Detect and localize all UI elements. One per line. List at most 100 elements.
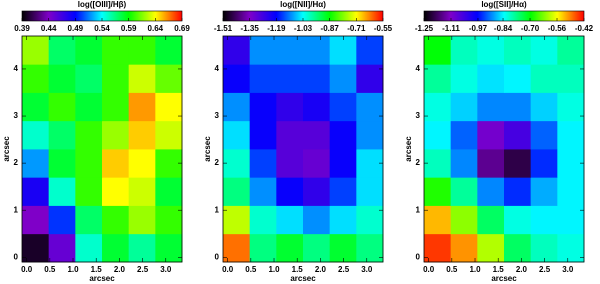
- heatmap-cell: [477, 233, 505, 263]
- plot-frame: [423, 35, 585, 263]
- heatmap-cell: [75, 36, 103, 65]
- x-axis-label: arcsec: [290, 274, 316, 283]
- heatmap-cell: [48, 36, 76, 65]
- heatmap-cell: [424, 120, 452, 150]
- heatmap-cell: [450, 92, 478, 122]
- heatmap-cell: [48, 233, 76, 263]
- heatmap-cell: [504, 64, 532, 93]
- y-tick-label: 3: [416, 111, 421, 120]
- heatmap-cell: [504, 233, 532, 263]
- heatmap-cell: [557, 177, 585, 206]
- heatmap-cell: [450, 120, 478, 150]
- heatmap-cell: [424, 64, 452, 93]
- x-tick-label: 0.0: [21, 265, 33, 274]
- heatmap-cell: [504, 205, 532, 235]
- heatmap-cell: [530, 64, 558, 93]
- x-tick-label: 1.5: [292, 265, 304, 274]
- x-tick-label: 2.0: [114, 265, 126, 274]
- heatmap-cell: [276, 64, 304, 93]
- heatmap-cell: [22, 177, 50, 206]
- heatmap-cell: [249, 64, 277, 93]
- heatmap-cell: [504, 149, 532, 178]
- heatmap-cell: [223, 177, 251, 206]
- heatmap-cell: [303, 64, 331, 93]
- x-tick-label: 3.0: [562, 265, 574, 274]
- heatmap-cell: [155, 149, 183, 178]
- heatmap-cell: [303, 149, 331, 178]
- heatmap-cell: [276, 120, 304, 150]
- heatmap-cell: [329, 177, 357, 206]
- y-axis-label: arcsec: [404, 136, 413, 162]
- heatmap-cell: [303, 177, 331, 206]
- heatmap-cell: [477, 36, 505, 65]
- heatmap-cell: [249, 120, 277, 150]
- heatmap-cell: [329, 233, 357, 263]
- x-tick-label: 1.0: [268, 265, 280, 274]
- colorbar-tick-label: -1.11: [442, 24, 460, 33]
- heatmap-cell: [128, 92, 156, 122]
- heatmap-cell: [356, 92, 384, 122]
- heatmap-cell: [329, 205, 357, 235]
- heatmap-cell: [450, 205, 478, 235]
- heatmap-cell: [477, 177, 505, 206]
- heatmap-cell: [102, 177, 130, 206]
- colorbar-tick-label: 0.49: [68, 24, 84, 33]
- y-tick-label: 1: [416, 205, 421, 214]
- heatmap-cell: [530, 36, 558, 65]
- colorbar-tick-label: -0.71: [347, 24, 366, 33]
- heatmap-cell: [22, 205, 50, 235]
- heatmap-cell: [477, 149, 505, 178]
- colorbar-tick-label: -0.42: [575, 24, 594, 33]
- y-tick-label: 4: [14, 64, 19, 73]
- heatmap-cell: [128, 149, 156, 178]
- heatmap-cell: [75, 233, 103, 263]
- heatmap-cell: [223, 64, 251, 93]
- heatmap-cell: [249, 233, 277, 263]
- x-tick-label: 0.5: [245, 265, 257, 274]
- heatmap-cell: [223, 36, 251, 65]
- heatmap-cell: [303, 120, 331, 150]
- heatmap-cell: [424, 177, 452, 206]
- colorbar-tick-label: 0.44: [41, 24, 57, 33]
- heatmap-cell: [504, 120, 532, 150]
- y-tick-label: 2: [416, 158, 421, 167]
- heatmap-cell: [450, 36, 478, 65]
- heatmap-cell: [155, 120, 183, 150]
- heatmap-cell: [530, 177, 558, 206]
- x-tick-label: 1.0: [469, 265, 481, 274]
- heatmap-cell: [223, 233, 251, 263]
- heatmap-cell: [504, 92, 532, 122]
- heatmap-cell: [557, 120, 585, 150]
- heatmap-cell: [530, 205, 558, 235]
- heatmap-cell: [75, 177, 103, 206]
- heatmap-cell: [75, 64, 103, 93]
- heatmap-cell: [557, 36, 585, 65]
- heatmap-cell: [557, 92, 585, 122]
- x-tick-label: 2.5: [137, 265, 149, 274]
- heatmap-cell: [329, 92, 357, 122]
- heatmap-cell: [276, 177, 304, 206]
- heatmap-cell: [128, 205, 156, 235]
- colorbar-title: log([NII]/Hα): [280, 0, 326, 9]
- colorbar-tick-label: -1.19: [267, 24, 286, 33]
- x-tick-label: 1.5: [91, 265, 103, 274]
- heatmap-cell: [128, 233, 156, 263]
- heatmap-cell: [102, 36, 130, 65]
- heatmap-cell: [22, 233, 50, 263]
- heatmap-cell: [329, 36, 357, 65]
- heatmap-cell: [303, 205, 331, 235]
- heatmap-cell: [75, 205, 103, 235]
- heatmap-cell: [356, 233, 384, 263]
- x-tick-label: 2.5: [338, 265, 350, 274]
- heatmap-cell: [22, 120, 50, 150]
- heatmap-cell: [477, 205, 505, 235]
- colorbar-tick-label: -1.35: [241, 24, 260, 33]
- heatmap-cell: [128, 120, 156, 150]
- heatmap-cell: [22, 64, 50, 93]
- y-tick-label: 4: [215, 64, 220, 73]
- x-tick-label: 0.0: [423, 265, 435, 274]
- heatmap-cell: [223, 149, 251, 178]
- x-axis-label: arcsec: [491, 274, 517, 283]
- heatmap-cell: [424, 36, 452, 65]
